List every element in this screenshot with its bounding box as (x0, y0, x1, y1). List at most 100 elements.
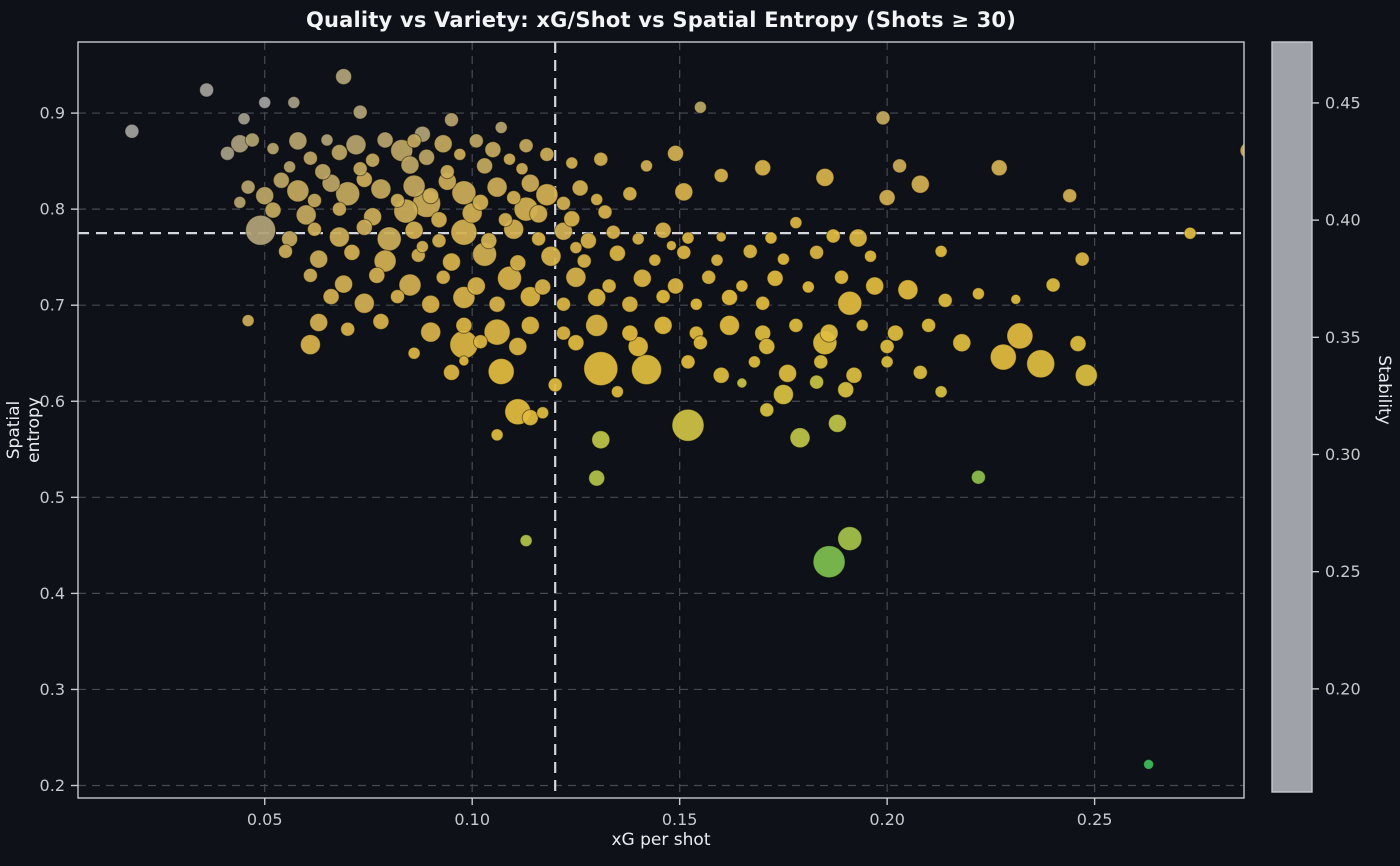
scatter-point (407, 346, 421, 360)
scatter-point (631, 232, 645, 246)
scatter-point (897, 279, 919, 301)
scatter-point (712, 366, 730, 384)
svg-text:0.9: 0.9 (40, 104, 65, 123)
scatter-point (286, 179, 310, 203)
svg-text:0.25: 0.25 (1077, 810, 1113, 829)
scatter-point (376, 131, 394, 149)
scatter-point (1026, 349, 1056, 379)
scatter-point (587, 288, 607, 307)
scatter-point (519, 534, 533, 548)
scatter-point (1006, 322, 1034, 350)
scatter-point (1062, 188, 1078, 204)
scatter-point (848, 228, 868, 248)
scatter-point (365, 152, 381, 168)
scatter-point (540, 245, 562, 267)
scatter-point (622, 186, 638, 202)
scatter-point (813, 354, 829, 370)
scatter-point (921, 317, 937, 333)
scatter-point (990, 159, 1008, 177)
scatter-point (621, 295, 639, 313)
svg-text:0.6: 0.6 (40, 392, 65, 411)
scatter-point (865, 276, 885, 296)
scatter-point (444, 112, 459, 128)
scatter-point (390, 289, 405, 305)
scatter-point (556, 325, 571, 341)
scatter-point (565, 156, 579, 170)
scatter-point (295, 204, 317, 226)
scatter-point (692, 335, 708, 351)
colorbar-ticks (1312, 102, 1319, 690)
scatter-point (809, 244, 825, 260)
scatter-point (484, 141, 502, 159)
scatter-point (778, 363, 798, 383)
scatter-point (278, 243, 293, 259)
svg-text:0.05: 0.05 (247, 810, 283, 829)
scatter-point (880, 355, 894, 369)
scatter-point (529, 204, 549, 224)
scatter-point (518, 138, 534, 154)
scatter-point (307, 193, 322, 208)
scatter-point (815, 167, 835, 187)
scatter-point (373, 249, 397, 273)
scatter-point (648, 253, 662, 267)
scatter-point (934, 385, 948, 399)
svg-text:0.7: 0.7 (40, 296, 65, 315)
scatter-point (531, 231, 547, 247)
scatter-point (801, 280, 815, 294)
svg-text:0.20: 0.20 (869, 810, 905, 829)
scatter-point (715, 231, 727, 243)
plot-border (77, 41, 1245, 799)
scatter-point (583, 351, 619, 387)
scatter-point (487, 358, 515, 385)
scatter-point (328, 226, 350, 248)
scatter-point (547, 377, 563, 393)
scatter-point (390, 193, 405, 208)
scatter-point (302, 267, 318, 283)
scatter-point (124, 123, 140, 139)
scatter-point (415, 240, 429, 254)
scatter-point (764, 231, 778, 245)
scatter-point (655, 289, 671, 305)
scatter-point (352, 104, 368, 120)
scatter-point (755, 295, 771, 311)
scatter-point (788, 317, 804, 333)
scatter-point (593, 151, 609, 167)
scatter-point (439, 164, 455, 180)
colorbar-label: Stability (1374, 355, 1394, 425)
scatter-point (627, 336, 649, 357)
scatter-point (345, 134, 367, 156)
scatter-point (309, 249, 329, 269)
svg-text:0.25: 0.25 (1325, 562, 1361, 581)
scatter-point (735, 279, 749, 293)
scatter-point (766, 269, 784, 287)
scatter-point (759, 402, 775, 418)
scatter-point (299, 334, 321, 356)
scatter-point (665, 240, 677, 252)
scatter-point (845, 366, 863, 384)
scatter-point (406, 133, 422, 149)
svg-text:0.5: 0.5 (40, 488, 65, 507)
scatter-point (632, 268, 652, 288)
scatter-point (1143, 758, 1155, 770)
colorbar (1271, 41, 1313, 793)
scatter-point (370, 178, 392, 200)
scatter-point (266, 142, 280, 156)
scatter-point (264, 201, 282, 219)
scatter-point (398, 273, 422, 297)
scatter-point (506, 190, 522, 206)
scatter-point (1183, 226, 1197, 240)
scatter-point (490, 428, 504, 442)
scatter-point (590, 193, 604, 206)
scatter-point (680, 354, 696, 370)
scatter-point (244, 132, 260, 148)
scatter-point (340, 321, 356, 337)
scatter-point (579, 232, 597, 250)
scatter-point (567, 334, 585, 352)
scatter-point (450, 218, 478, 246)
scatter-point (563, 210, 581, 228)
scatter-point (719, 314, 740, 336)
scatter-point (430, 211, 448, 229)
scatter-point (536, 406, 550, 420)
scatter-point (631, 354, 662, 386)
